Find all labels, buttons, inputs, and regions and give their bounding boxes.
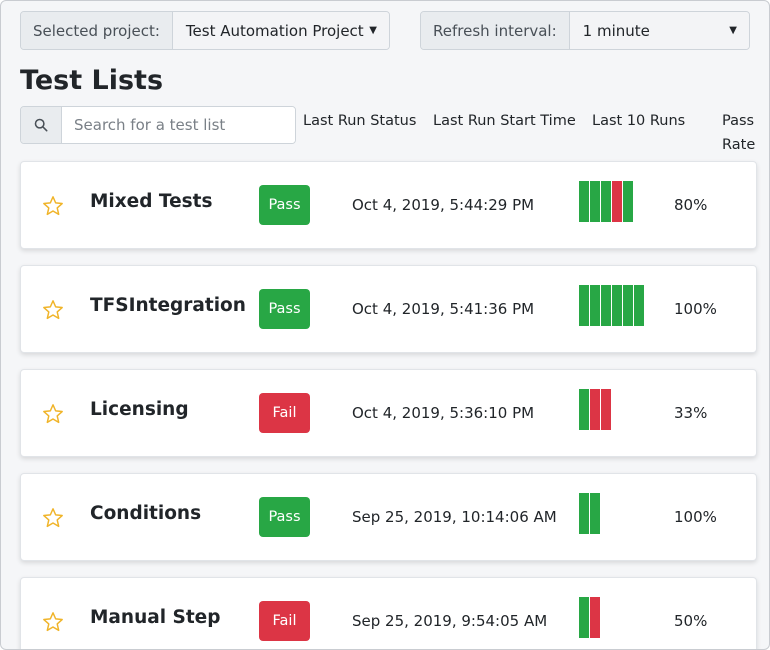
run-bar-pass (579, 493, 589, 534)
caret-down-icon: ▼ (729, 25, 737, 36)
test-list-name[interactable]: Manual Step (90, 607, 221, 628)
run-bar-pass (612, 285, 622, 326)
last-runs-bars (579, 285, 644, 326)
pass-rate: 33% (674, 404, 708, 422)
page-title: Test Lists (20, 65, 164, 96)
run-bar-fail (590, 597, 600, 638)
last-runs-bars (579, 181, 633, 222)
project-selector-label: Selected project: (21, 12, 173, 49)
pass-rate: 100% (674, 508, 717, 526)
refresh-dropdown[interactable]: 1 minute ▼ (569, 12, 749, 49)
run-bar-pass (634, 285, 644, 326)
pass-rate: 80% (674, 196, 708, 214)
status-badge: Pass (259, 289, 310, 329)
last-run-start-time: Oct 4, 2019, 5:41:36 PM (352, 300, 535, 318)
column-header-start-time: Last Run Start Time (433, 113, 576, 129)
test-list-name[interactable]: Conditions (90, 503, 202, 524)
run-bar-fail (612, 181, 622, 222)
star-icon[interactable] (42, 299, 64, 321)
last-runs-bars (579, 493, 600, 534)
project-dropdown[interactable]: Test Automation Project ▼ (172, 12, 389, 49)
run-bar-fail (601, 389, 611, 430)
test-list-card[interactable]: Licensing Fail Oct 4, 2019, 5:36:10 PM 33% (20, 369, 757, 457)
test-list-card[interactable]: Manual Step Fail Sep 25, 2019, 9:54:05 AM 5… (20, 577, 757, 649)
project-selector[interactable]: Selected project: Test Automation Projec… (20, 11, 390, 50)
pass-rate: 50% (674, 612, 708, 630)
refresh-dropdown-value: 1 minute (582, 21, 650, 40)
test-list-name[interactable]: Licensing (90, 399, 189, 420)
test-list-name[interactable]: Mixed Tests (90, 191, 213, 212)
test-list-card[interactable]: Mixed Tests Pass Oct 4, 2019, 5:44:29 PM 80… (20, 161, 757, 249)
run-bar-pass (601, 285, 611, 326)
run-bar-pass (590, 493, 600, 534)
column-header-runs: Last 10 Runs (592, 113, 686, 129)
run-bar-pass (590, 285, 600, 326)
run-bar-pass (579, 389, 589, 430)
search-icon (34, 118, 48, 132)
status-badge: Fail (259, 393, 310, 433)
last-runs-bars (579, 597, 600, 638)
run-bar-pass (590, 181, 600, 222)
run-bar-fail (590, 389, 600, 430)
pass-rate: 100% (674, 300, 717, 318)
status-badge: Pass (259, 185, 310, 225)
run-bar-pass (579, 181, 589, 222)
star-icon[interactable] (42, 195, 64, 217)
caret-down-icon: ▼ (369, 25, 377, 36)
run-bar-pass (623, 181, 633, 222)
search-input[interactable] (62, 107, 295, 143)
column-header-pass-rate: Pass Rate (722, 113, 756, 153)
star-icon[interactable] (42, 507, 64, 529)
last-run-start-time: Oct 4, 2019, 5:36:10 PM (352, 404, 535, 422)
search-icon-addon (21, 107, 62, 143)
column-header-status: Last Run Status (303, 113, 417, 129)
run-bar-pass (579, 597, 589, 638)
status-badge: Pass (259, 497, 310, 537)
star-icon[interactable] (42, 611, 64, 633)
run-bar-pass (601, 181, 611, 222)
last-runs-bars (579, 389, 611, 430)
star-icon[interactable] (42, 403, 64, 425)
test-list-card[interactable]: TFSIntegration Pass Oct 4, 2019, 5:41:36 P… (20, 265, 757, 353)
test-list-card[interactable]: Conditions Pass Sep 25, 2019, 10:14:06 AM 1… (20, 473, 757, 561)
last-run-start-time: Oct 4, 2019, 5:44:29 PM (352, 196, 535, 214)
refresh-selector-label: Refresh interval: (421, 12, 570, 49)
test-list-name[interactable]: TFSIntegration (90, 295, 246, 316)
run-bar-pass (579, 285, 589, 326)
refresh-selector[interactable]: Refresh interval: 1 minute ▼ (420, 11, 750, 50)
run-bar-pass (623, 285, 633, 326)
search-box (20, 106, 296, 144)
last-run-start-time: Sep 25, 2019, 10:14:06 AM (352, 508, 557, 526)
project-dropdown-value: Test Automation Project (185, 21, 364, 40)
status-badge: Fail (259, 601, 310, 641)
last-run-start-time: Sep 25, 2019, 9:54:05 AM (352, 612, 548, 630)
